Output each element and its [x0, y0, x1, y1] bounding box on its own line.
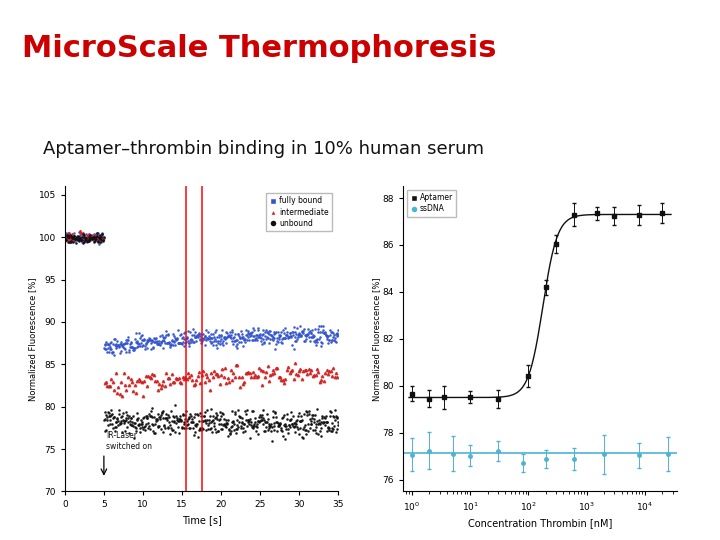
Legend: Aptamer, ssDNA: Aptamer, ssDNA	[407, 190, 456, 217]
X-axis label: Concentration Thrombin [nM]: Concentration Thrombin [nM]	[468, 518, 612, 528]
X-axis label: Time [s]: Time [s]	[181, 515, 222, 525]
Y-axis label: Normalized Fluorescence [%]: Normalized Fluorescence [%]	[372, 277, 382, 401]
Legend: fully bound, intermediate, unbound: fully bound, intermediate, unbound	[266, 193, 332, 231]
Y-axis label: Normalized Fluorescence [%]: Normalized Fluorescence [%]	[28, 277, 37, 401]
Text: IR-Laser
switched on: IR-Laser switched on	[107, 431, 152, 451]
Text: MicroScale Thermophoresis: MicroScale Thermophoresis	[22, 34, 497, 63]
Text: Aptamer–thrombin binding in 10% human serum: Aptamer–thrombin binding in 10% human se…	[43, 139, 484, 158]
